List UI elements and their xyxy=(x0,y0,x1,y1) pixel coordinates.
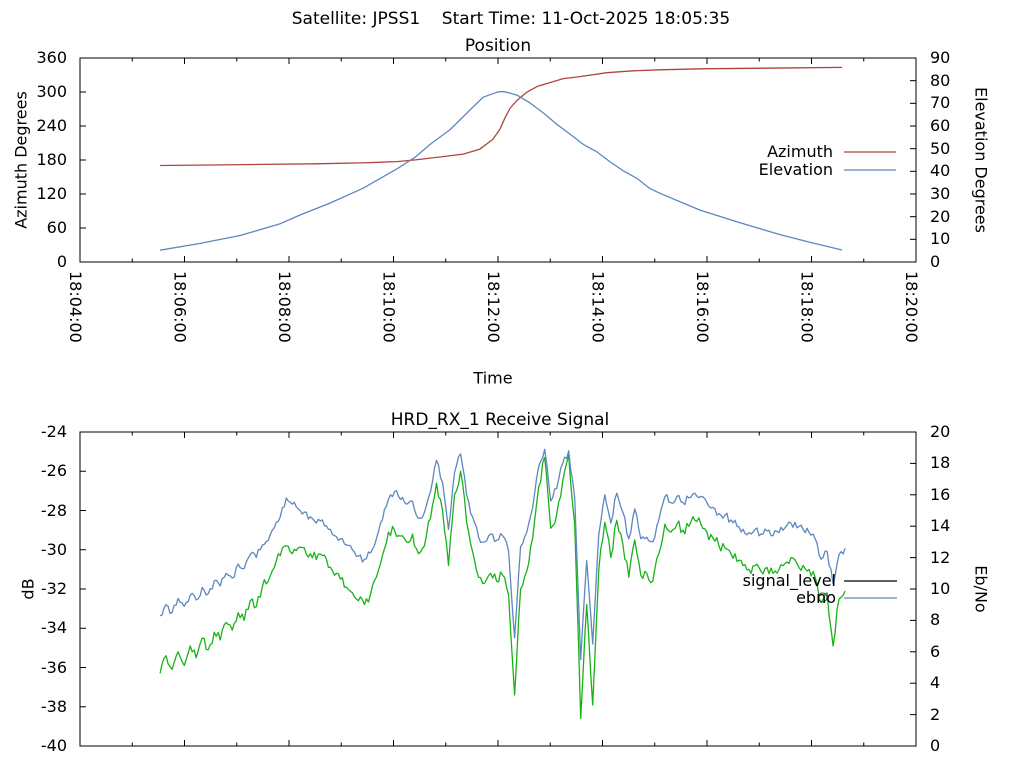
time-axis-label: Time xyxy=(473,368,513,388)
x-tick-label: 18:10:00 xyxy=(379,271,399,343)
y-right-tick-label: 10 xyxy=(930,229,951,249)
ebno-axis-label: Eb/No xyxy=(971,565,991,613)
y-right-tick-label: 0 xyxy=(930,252,941,271)
y-left-tick-label: 120 xyxy=(36,184,67,203)
receive-chart-title: HRD_RX_1 Receive Signal xyxy=(390,410,610,430)
y-right-tick-label: 20 xyxy=(930,422,951,441)
y-right-tick-label: 80 xyxy=(930,70,951,90)
legend-label-signal-level: signal_level xyxy=(742,571,836,590)
y-right-tick-label: 20 xyxy=(930,206,951,226)
y-right-tick-label: 2 xyxy=(930,704,941,724)
legend-label-ebno: ebno xyxy=(796,588,836,607)
y-left-tick-label: -28 xyxy=(40,500,67,520)
x-tick-label: 18:14:00 xyxy=(588,271,608,343)
x-tick-label: 18:18:00 xyxy=(797,271,817,343)
y-left-tick-label: -34 xyxy=(40,618,67,638)
x-tick-label: 18:04:00 xyxy=(66,271,85,343)
y-right-tick-label: 4 xyxy=(930,673,941,693)
y-right-tick-label: 70 xyxy=(930,93,951,113)
y-left-tick-label: 300 xyxy=(36,82,67,101)
y-right-tick-label: 8 xyxy=(930,610,941,630)
y-left-tick-label: 60 xyxy=(46,218,67,237)
y-right-tick-label: 90 xyxy=(930,48,951,67)
y-right-tick-label: 6 xyxy=(930,641,941,661)
y-left-tick-label: -36 xyxy=(40,657,67,677)
x-tick-label: 18:12:00 xyxy=(484,271,503,343)
position-chart-title: Position xyxy=(464,36,532,56)
elevation-axis-label: Elevation Degrees xyxy=(971,87,991,233)
window-header-title: Satellite: JPSS1 Start Time: 11-Oct-2025… xyxy=(291,9,731,29)
y-right-tick-label: 16 xyxy=(930,484,951,504)
y-right-tick-label: 60 xyxy=(930,116,951,135)
y-right-tick-label: 14 xyxy=(930,516,951,536)
y-left-tick-label: 0 xyxy=(56,252,67,271)
y-right-tick-label: 0 xyxy=(930,736,941,755)
x-tick-label: 18:16:00 xyxy=(693,271,712,343)
y-right-tick-label: 50 xyxy=(930,138,951,158)
y-right-tick-label: 18 xyxy=(930,453,951,473)
y-left-tick-label: -24 xyxy=(40,422,67,441)
x-tick-label: 18:06:00 xyxy=(170,271,190,343)
y-left-tick-label: 180 xyxy=(36,150,67,169)
y-left-tick-label: -26 xyxy=(40,461,67,481)
y-left-tick-label: -38 xyxy=(40,696,67,716)
x-tick-label: 18:20:00 xyxy=(902,271,921,343)
y-right-tick-label: 12 xyxy=(930,547,951,567)
y-left-tick-label: -30 xyxy=(40,539,67,559)
legend-label-elevation: Elevation xyxy=(758,160,833,179)
y-right-tick-label: 10 xyxy=(930,579,951,598)
y-left-tick-label: -32 xyxy=(40,579,67,598)
y-right-tick-label: 40 xyxy=(930,161,951,181)
y-right-tick-label: 30 xyxy=(930,184,951,203)
y-left-tick-label: 240 xyxy=(36,116,67,135)
legend-label-azimuth: Azimuth xyxy=(767,142,833,161)
x-tick-label: 18:08:00 xyxy=(275,271,294,343)
y-left-tick-label: 360 xyxy=(36,48,67,67)
y-left-tick-label: -40 xyxy=(40,736,67,755)
